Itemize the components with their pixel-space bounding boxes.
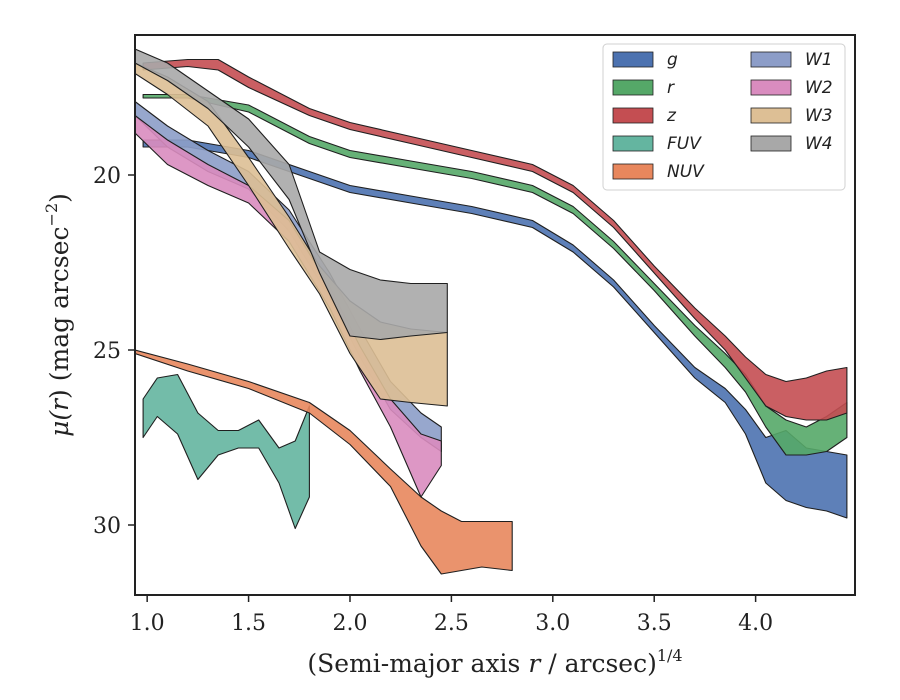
legend-swatch-g — [612, 51, 654, 68]
plot-frame — [134, 34, 856, 596]
x-tick-label: 4.0 — [738, 611, 773, 636]
y-tick-label: 25 — [93, 339, 121, 364]
legend-label-g: g — [667, 50, 678, 70]
legend-swatch-w2 — [750, 79, 792, 96]
series-band-fuv — [142, 373, 310, 530]
x-tick-label: 3.5 — [637, 611, 672, 636]
legend-swatch-w1 — [750, 51, 792, 68]
legend-label-nuv: NUV — [667, 162, 705, 182]
series-layer — [135, 48, 848, 575]
x-tick-label: 3.0 — [535, 611, 570, 636]
legend-label-w1: W1 — [805, 50, 833, 70]
series-band-r — [142, 93, 848, 456]
x-axis: 1.0 1.5 2.0 2.5 3.0 3.5 4.0 — [130, 595, 773, 636]
legend-swatch-fuv — [612, 135, 654, 152]
y-tick-label: 20 — [93, 164, 121, 189]
series-band-w4 — [135, 48, 448, 341]
x-tick-label: 2.0 — [332, 611, 367, 636]
legend-label-z: z — [666, 106, 677, 126]
x-tick-label: 1.0 — [130, 611, 165, 636]
series-band-w3 — [135, 62, 448, 407]
series-band-z — [142, 58, 848, 421]
legend: grz FUV NUV W1 W2 W3 W4 — [602, 43, 846, 191]
legend-swatch-z — [612, 107, 654, 124]
legend-label-w4: W4 — [805, 134, 833, 154]
series-band-nuv — [135, 349, 513, 575]
y-tick-label: 30 — [93, 514, 121, 539]
legend-label-fuv: FUV — [667, 134, 702, 154]
legend-swatch-w4 — [750, 135, 792, 152]
x-tick-label: 2.5 — [434, 611, 469, 636]
legend-swatch-r — [612, 79, 654, 96]
legend-label-w2: W2 — [805, 78, 833, 98]
legend-label-w3: W3 — [805, 106, 833, 126]
legend-label-r: r — [667, 78, 675, 98]
y-axis-label: μ(r) (mag arcsec−2) — [42, 193, 74, 437]
x-axis-label: (Semi-major axis r / arcsec)1/4 — [307, 646, 682, 678]
series-band-g — [142, 139, 848, 519]
x-tick-label: 1.5 — [231, 611, 266, 636]
legend-swatch-nuv — [612, 163, 654, 180]
legend-swatch-w3 — [750, 107, 792, 124]
y-axis: 20 25 30 — [93, 164, 135, 539]
